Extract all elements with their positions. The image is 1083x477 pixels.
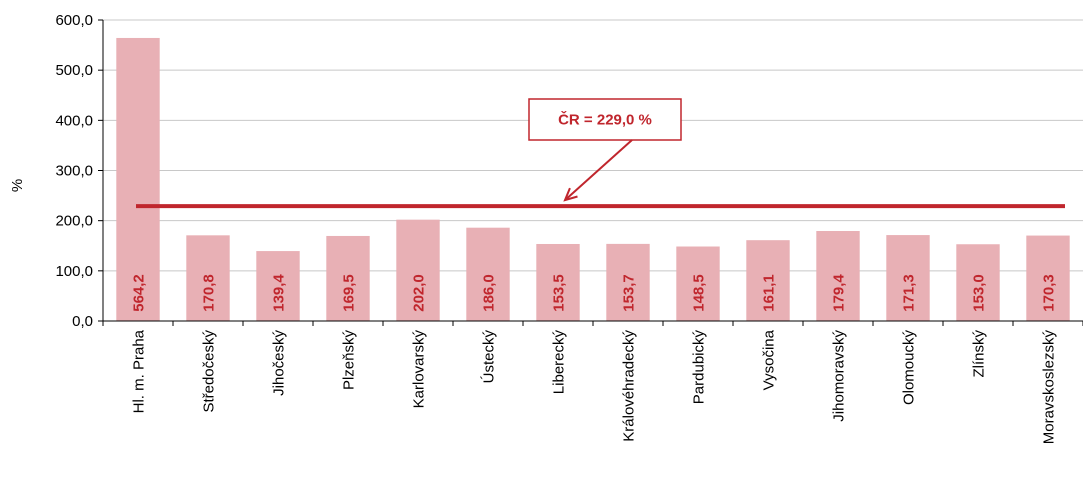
y-tick-label: 600,0 — [55, 12, 93, 29]
data-label: 179,4 — [831, 274, 848, 312]
x-tick-label: Ústecký — [481, 330, 498, 384]
data-label: 169,5 — [341, 274, 358, 312]
x-tick-label: Vysočina — [761, 329, 778, 390]
annotation-box — [528, 98, 682, 141]
y-tick-label: 200,0 — [55, 213, 93, 230]
x-tick-label: Hl. m. Praha — [131, 329, 148, 413]
data-label: 170,8 — [201, 274, 218, 312]
annotation-arrow — [564, 139, 633, 201]
bar — [676, 246, 720, 321]
annotation-arrowhead — [563, 187, 578, 202]
data-label: 170,3 — [1041, 274, 1058, 312]
bar — [886, 235, 930, 321]
data-label: 161,1 — [761, 274, 778, 312]
x-tick-label: Liberecký — [551, 330, 568, 395]
bar — [466, 227, 510, 321]
bar — [1026, 235, 1070, 321]
x-tick-label: Jihočeský — [271, 330, 288, 396]
y-tick-label: 500,0 — [55, 62, 93, 79]
x-tick-label: Pardubický — [691, 330, 708, 405]
axes: 0,0 100,0 200,0 300,0 400,0 500,0 600,0 Hl. m. … — [55, 12, 1083, 444]
x-tick-label: Zlínský — [971, 330, 988, 378]
bar — [116, 37, 160, 322]
bar — [326, 235, 370, 321]
x-tick-label: Středočeský — [201, 330, 218, 413]
y-tick-label: 300,0 — [55, 163, 93, 180]
data-label: 139,4 — [271, 274, 288, 312]
data-labels: 564,2 170,8 139,4 169,5 202,0 186,0 153,5 153,7… — [131, 274, 1058, 312]
x-tick-label: Jihomoravský — [831, 330, 848, 422]
data-label: 202,0 — [411, 274, 428, 312]
bar — [256, 251, 300, 321]
y-tick-label: 400,0 — [55, 112, 93, 129]
bar — [746, 240, 790, 321]
bar — [606, 243, 650, 321]
x-tick-label: Plzeňský — [341, 330, 358, 391]
gridlines — [103, 19, 1083, 272]
y-axis-title: % — [9, 179, 26, 192]
x-tick-label: Olomoucký — [901, 330, 918, 406]
data-label: 153,7 — [621, 274, 638, 312]
y-tick-label: 100,0 — [55, 263, 93, 280]
data-label: 171,3 — [901, 274, 918, 312]
bar — [186, 235, 230, 321]
bar — [536, 243, 580, 321]
x-tick-label: Královéhradecký — [621, 330, 638, 442]
x-tick-label: Moravskoslezský — [1041, 330, 1058, 445]
reference-annotation: ČR = 229,0 % — [136, 98, 1065, 209]
data-label: 153,0 — [971, 274, 988, 312]
bar — [956, 244, 1000, 321]
annotation-label: ČR = 229,0 % — [558, 111, 652, 129]
data-label: 186,0 — [481, 274, 498, 312]
data-label: 564,2 — [131, 274, 148, 312]
data-label: 148,5 — [691, 274, 708, 312]
bars — [116, 37, 1070, 322]
bar — [816, 231, 860, 321]
y-tick-label: 0,0 — [72, 313, 93, 330]
bar — [396, 219, 440, 321]
x-tick-label: Karlovarský — [411, 330, 428, 409]
data-label: 153,5 — [551, 274, 568, 312]
